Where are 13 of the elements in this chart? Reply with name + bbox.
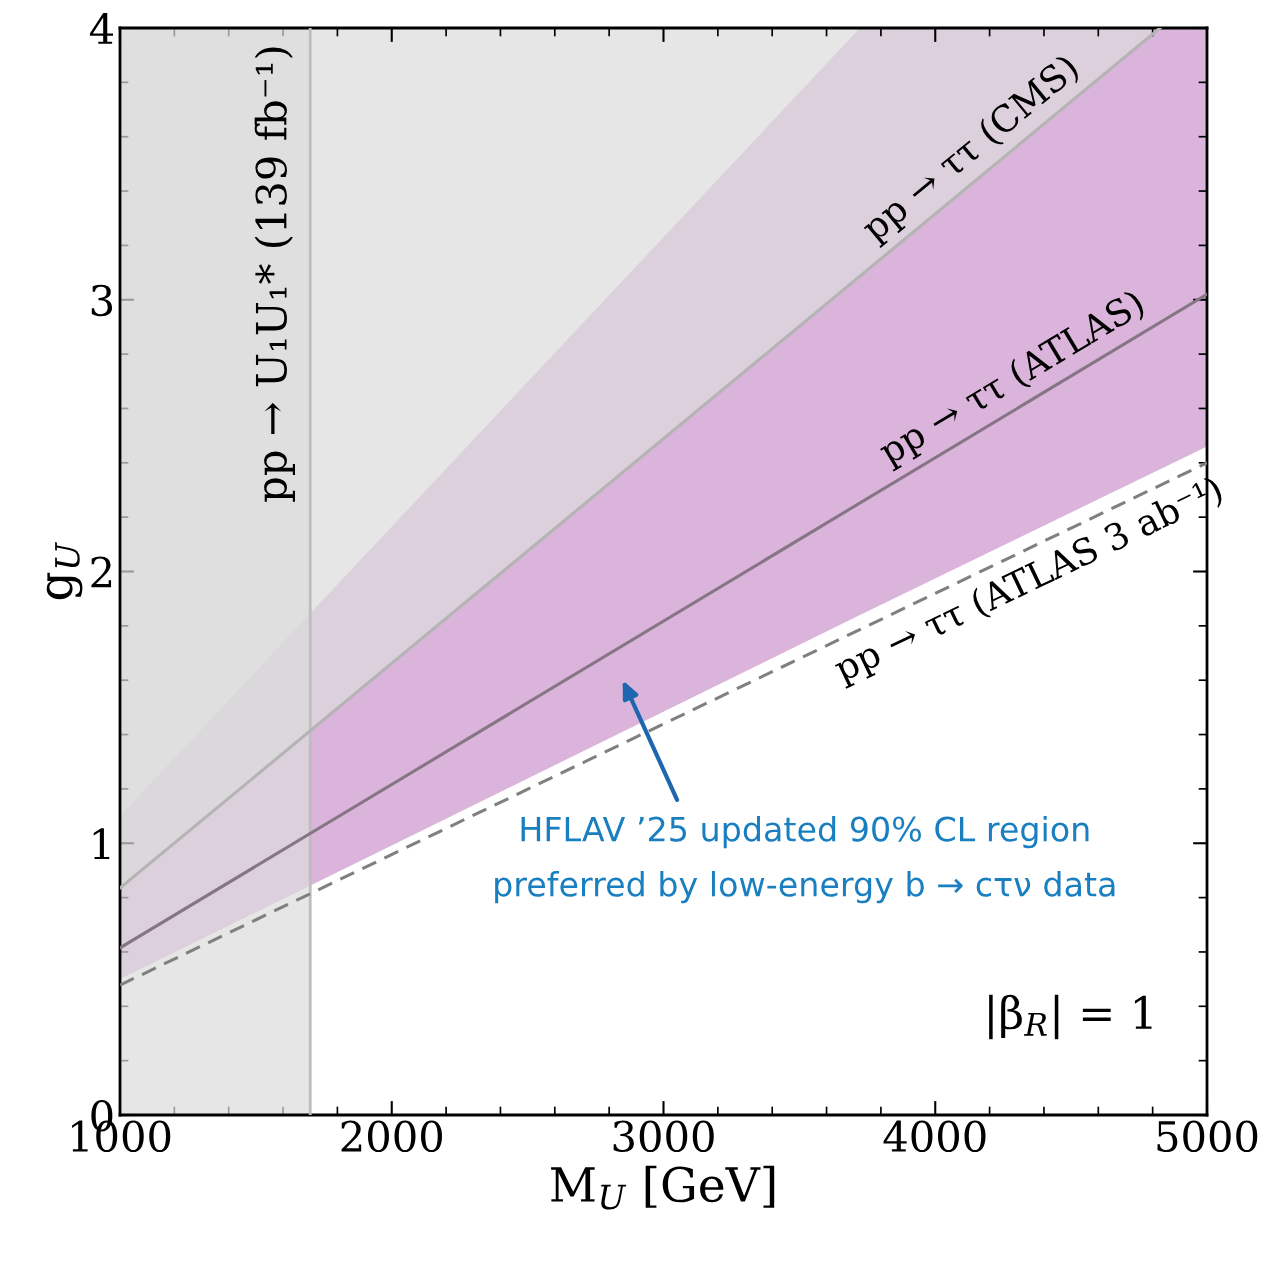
y-tick-label: 1 bbox=[93, 828, 110, 860]
x-tick-label: 4000 bbox=[883, 1120, 986, 1153]
x-axis-title: M$_{U}$ [GeV] bbox=[551, 1165, 775, 1210]
y-tick-label: 4 bbox=[89, 12, 114, 44]
annotation: |β$_{R}$| = 1 bbox=[989, 994, 1152, 1040]
band-label: pp → U₁U₁* (139 fb⁻¹) bbox=[254, 47, 296, 502]
x-tick-label: 2000 bbox=[341, 1120, 442, 1153]
y-tick-label: 2 bbox=[91, 556, 112, 588]
y-tick-label: 3 bbox=[91, 284, 113, 317]
x-tick-label: 5000 bbox=[1157, 1120, 1258, 1153]
annotation: HFLAV ’25 updated 90% CL region preferred by low-energy b → cτν data bbox=[495, 815, 1115, 904]
y-axis-title: g$_{U}$ bbox=[46, 542, 83, 600]
x-tick-label: 3000 bbox=[613, 1120, 714, 1153]
